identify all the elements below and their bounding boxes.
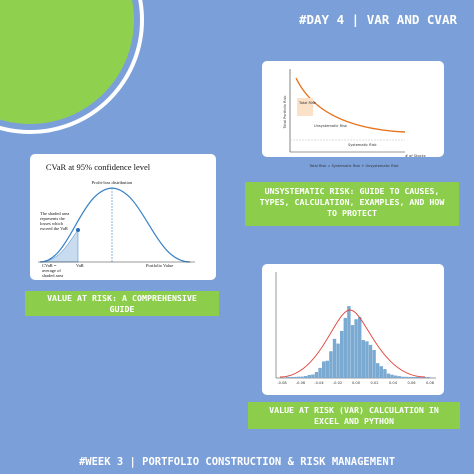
note: CVaR = average of shaded area — [42, 263, 63, 278]
line: GUIDE — [110, 304, 135, 314]
bar — [296, 376, 301, 378]
line: EXCEL AND PYTHON — [314, 416, 394, 426]
ring — [0, 0, 144, 134]
bar — [340, 330, 344, 378]
line: TO PROTECT — [327, 208, 377, 218]
label: VaR — [76, 263, 84, 268]
line: TYPES, CALCULATION, EXAMPLES, AND HOW — [260, 197, 445, 207]
bar — [332, 338, 337, 378]
bar — [386, 373, 391, 378]
formula: Total Risk = Systematic Risk + Unsystema… — [308, 164, 399, 168]
caption-box — [248, 402, 460, 429]
axis-label: Total Portfolio Risk — [283, 95, 287, 130]
label: Profit-loss distribution — [92, 180, 133, 185]
histogram: -0.08 -0.06 -0.04 -0.02 0.00 0.02 0.04 0.06 0.08 — [275, 272, 436, 385]
x-tick-label: 0.08 — [426, 381, 435, 385]
bar — [365, 341, 369, 378]
axis-label: Portfolio Value — [146, 263, 173, 268]
title: #DAY 4 | VAR AND CVAR — [299, 12, 458, 27]
bar — [343, 317, 347, 378]
bar — [383, 369, 387, 378]
bar — [412, 376, 416, 378]
caption-box — [245, 182, 459, 226]
bar — [415, 376, 419, 378]
bar — [322, 361, 326, 378]
bar — [300, 376, 304, 378]
x-tick-label: 0.02 — [370, 381, 378, 385]
bar — [336, 343, 340, 378]
bar — [390, 374, 394, 378]
bar — [358, 316, 362, 378]
bar — [350, 325, 355, 378]
line: VALUE AT RISK (VAR) CALCULATION IN — [269, 405, 439, 415]
x-tick-label: -0.04 — [314, 381, 324, 385]
line: represents the — [40, 216, 65, 221]
x-tick-label: 0.06 — [407, 381, 416, 385]
x-tick-label: 0.00 — [352, 381, 361, 385]
bar — [379, 366, 383, 378]
bar — [361, 340, 365, 378]
bar — [311, 374, 315, 378]
caption: UNSYSTEMATIC RISK: GUIDE TO CAUSES, TYPES… — [260, 186, 445, 218]
bar — [376, 363, 380, 378]
line: CVaR = — [42, 263, 57, 268]
bar — [408, 376, 412, 378]
x-tick-label: -0.02 — [333, 381, 342, 385]
bar — [368, 344, 373, 378]
label: Unsystematic Risk — [314, 124, 348, 128]
bar — [286, 376, 290, 378]
bar — [289, 376, 293, 378]
x-tick-label: 0.04 — [389, 381, 398, 385]
bar — [318, 367, 322, 378]
caption: VALUE AT RISK: A COMPREHENSIVE GUIDE — [47, 293, 197, 314]
risk-chart: Total Portfolio Risk Total Risk Unsystem… — [283, 69, 426, 168]
bar — [347, 306, 351, 378]
x-tick-label: -0.06 — [296, 381, 306, 385]
bar — [293, 376, 297, 378]
line: exceed the VaR — [40, 226, 68, 231]
bar — [304, 376, 308, 378]
bar — [325, 360, 329, 378]
bar — [314, 372, 319, 378]
x-tick-label: -0.08 — [277, 381, 287, 385]
note: The shaded area represents the losses whic… — [40, 211, 69, 231]
bar — [397, 376, 401, 378]
thumbnail — [262, 61, 444, 157]
chart-title: CVaR at 95% confidence level — [46, 162, 151, 172]
bar — [307, 374, 311, 378]
label: Systematic Risk — [348, 143, 377, 147]
axis-label: # of Stocks — [405, 154, 426, 158]
bar — [422, 376, 427, 378]
caption-box — [25, 291, 219, 316]
line: losses which — [40, 221, 64, 226]
bar — [426, 376, 430, 378]
bar — [329, 351, 333, 378]
line: The shaded area — [40, 211, 69, 216]
line: shaded area — [42, 273, 63, 278]
bar — [419, 376, 423, 378]
footer: #WEEK 3 | PORTFOLIO CONSTRUCTION & RISK … — [79, 456, 395, 468]
cvar-chart: CVaR at 95% confidence level Profit-loss… — [38, 162, 195, 278]
bar — [394, 375, 398, 378]
line: UNSYSTEMATIC RISK: GUIDE TO CAUSES, — [265, 186, 440, 196]
bar — [372, 349, 376, 378]
label: Total Risk — [298, 101, 317, 105]
bar — [404, 376, 409, 378]
green-circle — [0, 0, 134, 124]
bar — [401, 376, 405, 378]
bar — [354, 319, 358, 378]
line: average of — [42, 268, 61, 273]
line: VALUE AT RISK: A COMPREHENSIVE — [47, 293, 197, 303]
caption: VALUE AT RISK (VAR) CALCULATION IN EXCEL … — [269, 405, 439, 426]
